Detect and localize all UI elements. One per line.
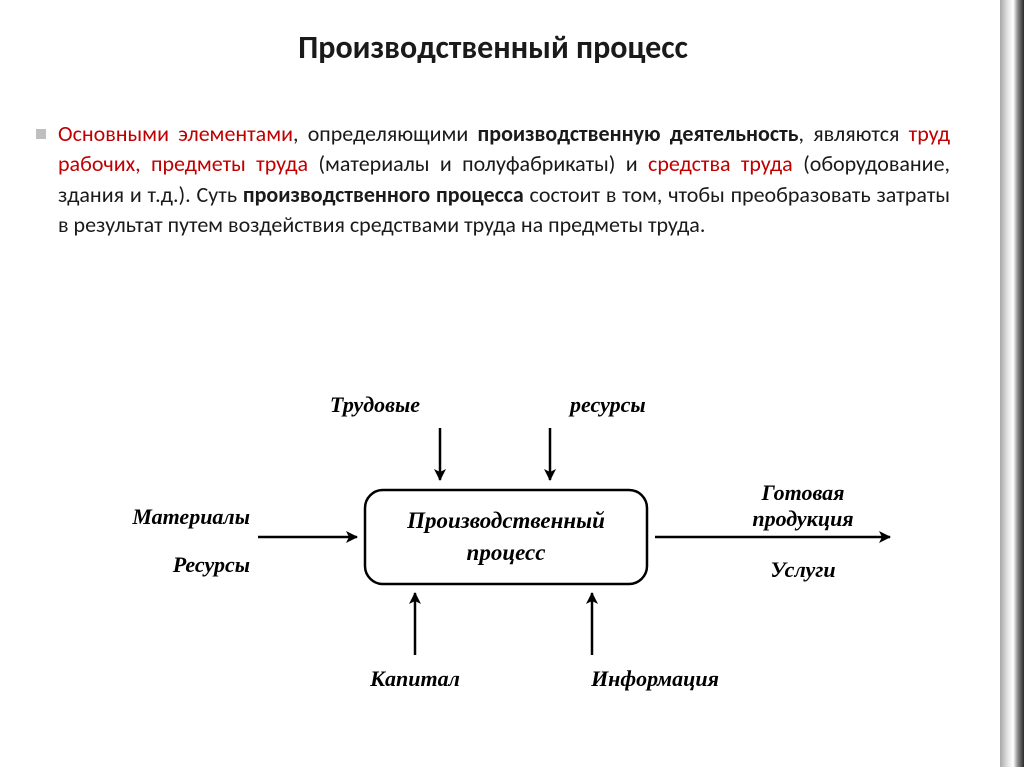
top-label-1: Трудовые xyxy=(330,392,420,417)
process-diagram: Производственный процесс Трудовые ресурс… xyxy=(120,380,900,710)
bullet-icon xyxy=(36,129,46,139)
p7: средства труда xyxy=(648,150,793,177)
top-label-2: ресурсы xyxy=(568,392,646,417)
left-label-1: Материалы xyxy=(131,504,250,529)
bottom-label-2: Информация xyxy=(590,666,719,691)
center-box xyxy=(365,490,647,584)
left-label-2: Ресурсы xyxy=(172,552,250,577)
p3: производственную деятельность xyxy=(478,120,799,147)
p4: , являются xyxy=(799,120,909,147)
center-label-1: Производственный xyxy=(406,508,605,533)
page-title: Производственный процесс xyxy=(36,28,950,67)
bottom-label-1: Капитал xyxy=(369,666,460,691)
p1: Основными элементами xyxy=(58,120,293,147)
main-paragraph: Основными элементами, определяющими прои… xyxy=(36,119,950,240)
right-decorative-strip xyxy=(1000,0,1024,767)
right-label-1: Готовая xyxy=(761,480,845,505)
p9: производственного процесса xyxy=(243,181,524,208)
p2: , определяющими xyxy=(293,120,478,147)
right-label-3: Услуги xyxy=(770,557,835,582)
right-label-2: продукция xyxy=(752,506,853,531)
center-label-2: процесс xyxy=(467,540,546,565)
p6: (материалы и полуфабрикаты) и xyxy=(308,150,648,177)
